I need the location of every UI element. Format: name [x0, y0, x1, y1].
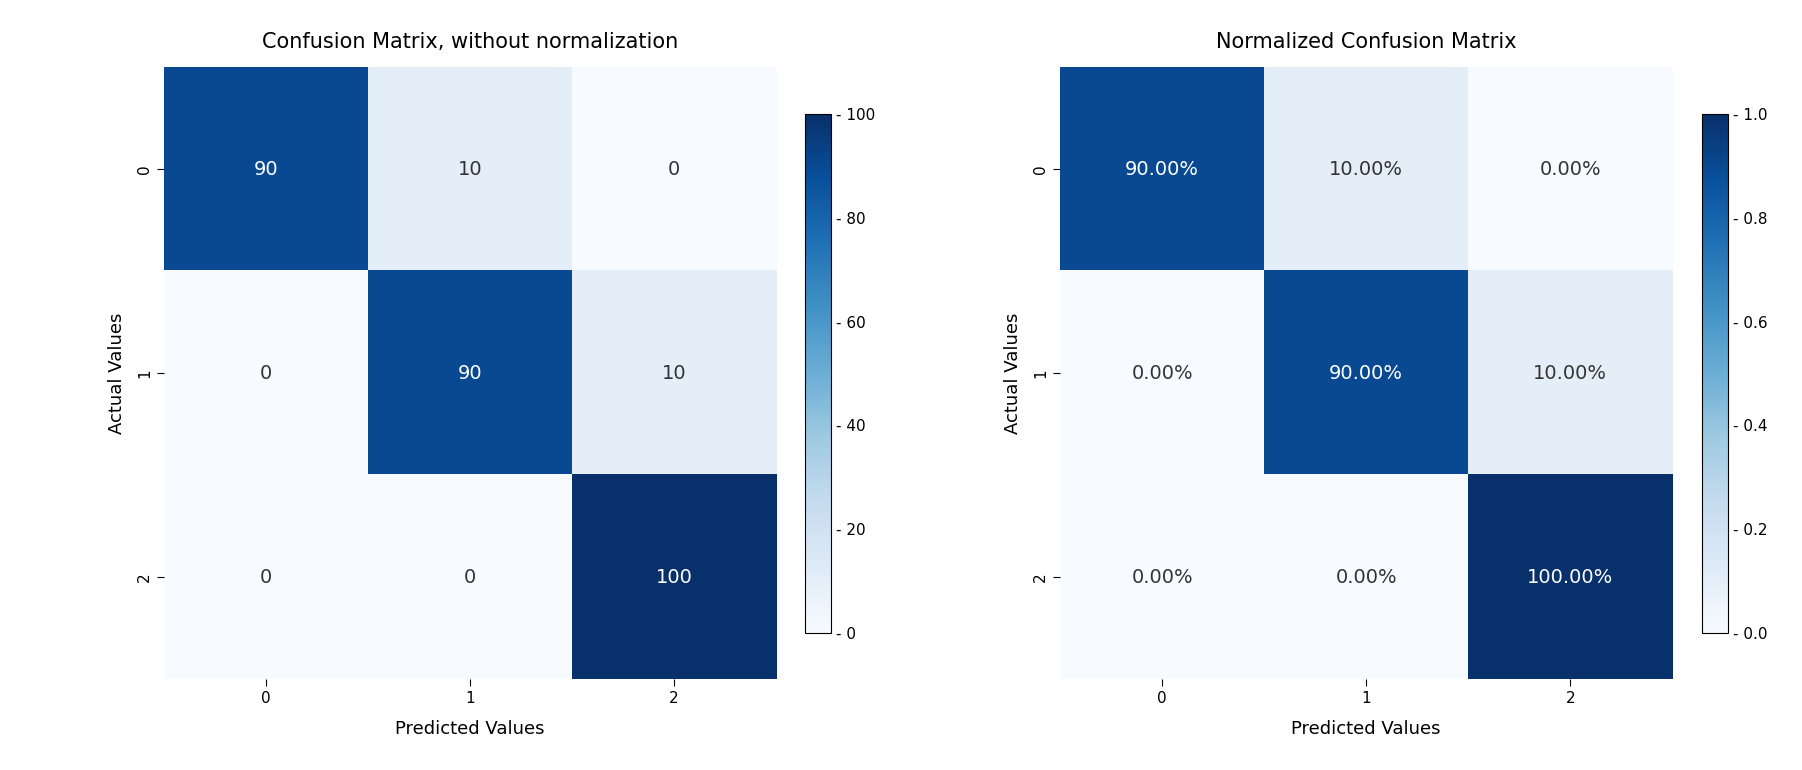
Text: 0.00%: 0.00% [1335, 568, 1397, 587]
Text: 0.00%: 0.00% [1132, 364, 1193, 383]
Text: 10: 10 [458, 160, 483, 179]
Title: Normalized Confusion Matrix: Normalized Confusion Matrix [1216, 32, 1517, 52]
Text: 0: 0 [259, 364, 272, 383]
Text: 0.00%: 0.00% [1132, 568, 1193, 587]
Text: 10.00%: 10.00% [1330, 160, 1404, 179]
Y-axis label: Actual Values: Actual Values [1004, 313, 1022, 434]
Text: 10.00%: 10.00% [1534, 364, 1607, 383]
X-axis label: Predicted Values: Predicted Values [395, 720, 544, 738]
Text: 0.00%: 0.00% [1539, 160, 1600, 179]
Text: 0: 0 [259, 568, 272, 587]
Text: 10: 10 [661, 364, 687, 383]
Text: 90.00%: 90.00% [1330, 364, 1404, 383]
Text: 100: 100 [656, 568, 692, 587]
Text: 90: 90 [458, 364, 483, 383]
Text: 100.00%: 100.00% [1526, 568, 1613, 587]
X-axis label: Predicted Values: Predicted Values [1292, 720, 1442, 738]
Y-axis label: Actual Values: Actual Values [108, 313, 126, 434]
Text: 90.00%: 90.00% [1124, 160, 1198, 179]
Title: Confusion Matrix, without normalization: Confusion Matrix, without normalization [261, 32, 678, 52]
Text: 0: 0 [669, 160, 679, 179]
Text: 90: 90 [254, 160, 278, 179]
Text: 0: 0 [463, 568, 476, 587]
